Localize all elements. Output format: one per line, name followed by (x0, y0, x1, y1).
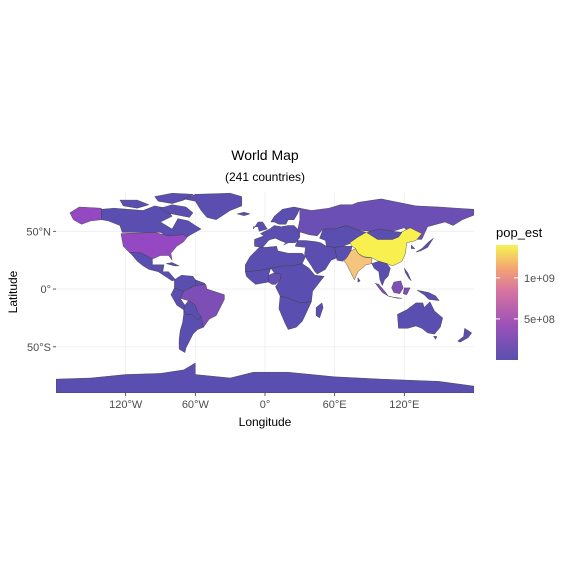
country-west-africa (245, 268, 271, 285)
country-java-borneo (387, 295, 403, 299)
country-cuba (166, 262, 180, 267)
country-mongolia (367, 228, 403, 240)
countries-layer (56, 192, 474, 393)
x-axis-title: Longitude (239, 415, 292, 429)
y-tick-label: 0° (40, 284, 51, 296)
x-tick-label: 120°E (389, 399, 419, 411)
country-philippines (404, 268, 412, 282)
country-greenland (183, 192, 243, 220)
country-alaska (69, 206, 102, 225)
country-chile-argentina (178, 309, 204, 353)
country-canada (101, 205, 202, 238)
country-korea-japan (411, 244, 415, 249)
x-tick-label: 60°W (182, 399, 210, 411)
country-middle-east (295, 240, 338, 275)
map-title: World Map (231, 147, 299, 163)
country-new-guinea (416, 290, 440, 301)
country-canada-arctic-2 (154, 192, 194, 204)
country-sulawesi-newguinea (403, 287, 411, 295)
y-tick-label: 50°S (27, 342, 51, 354)
country-sumatra (375, 283, 389, 297)
country-southern-africa (278, 295, 312, 330)
country-japan (415, 237, 434, 253)
y-axis: 50°N 0° 50°S (26, 226, 56, 354)
country-tasmania (433, 336, 437, 340)
country-iceland (236, 211, 251, 216)
legend-title: pop_est (496, 225, 543, 240)
country-australia (397, 301, 443, 335)
country-antarctica (56, 362, 474, 393)
y-axis-title: Latitude (6, 270, 20, 313)
legend-label: 5e+08 (524, 314, 555, 326)
x-tick-label: 0° (260, 399, 271, 411)
country-madagascar (315, 302, 324, 319)
x-tick-label: 120°W (109, 399, 143, 411)
legend-colorbar (496, 245, 518, 360)
country-uk-ireland (253, 221, 268, 232)
country-scandinavia (270, 206, 300, 225)
y-tick-label: 50°N (26, 226, 51, 238)
map-subtitle: (241 countries) (224, 170, 306, 184)
country-borneo (391, 280, 404, 294)
country-canada-arctic-1 (119, 199, 150, 209)
legend-ticks: 1e+09 5e+08 (496, 273, 555, 326)
x-tick-label: 60°E (323, 399, 347, 411)
legend-label: 1e+09 (524, 273, 555, 285)
country-baffin-island (160, 204, 194, 218)
country-southeast-asia (371, 261, 391, 286)
country-sri-lanka (357, 277, 361, 283)
country-new-zealand (457, 328, 472, 343)
x-axis: 120°W 60°W 0° 60°E 120°E (109, 393, 419, 411)
legend: pop_est 1e+09 5e+08 (496, 225, 555, 360)
country-peru-ecuador (170, 287, 186, 310)
